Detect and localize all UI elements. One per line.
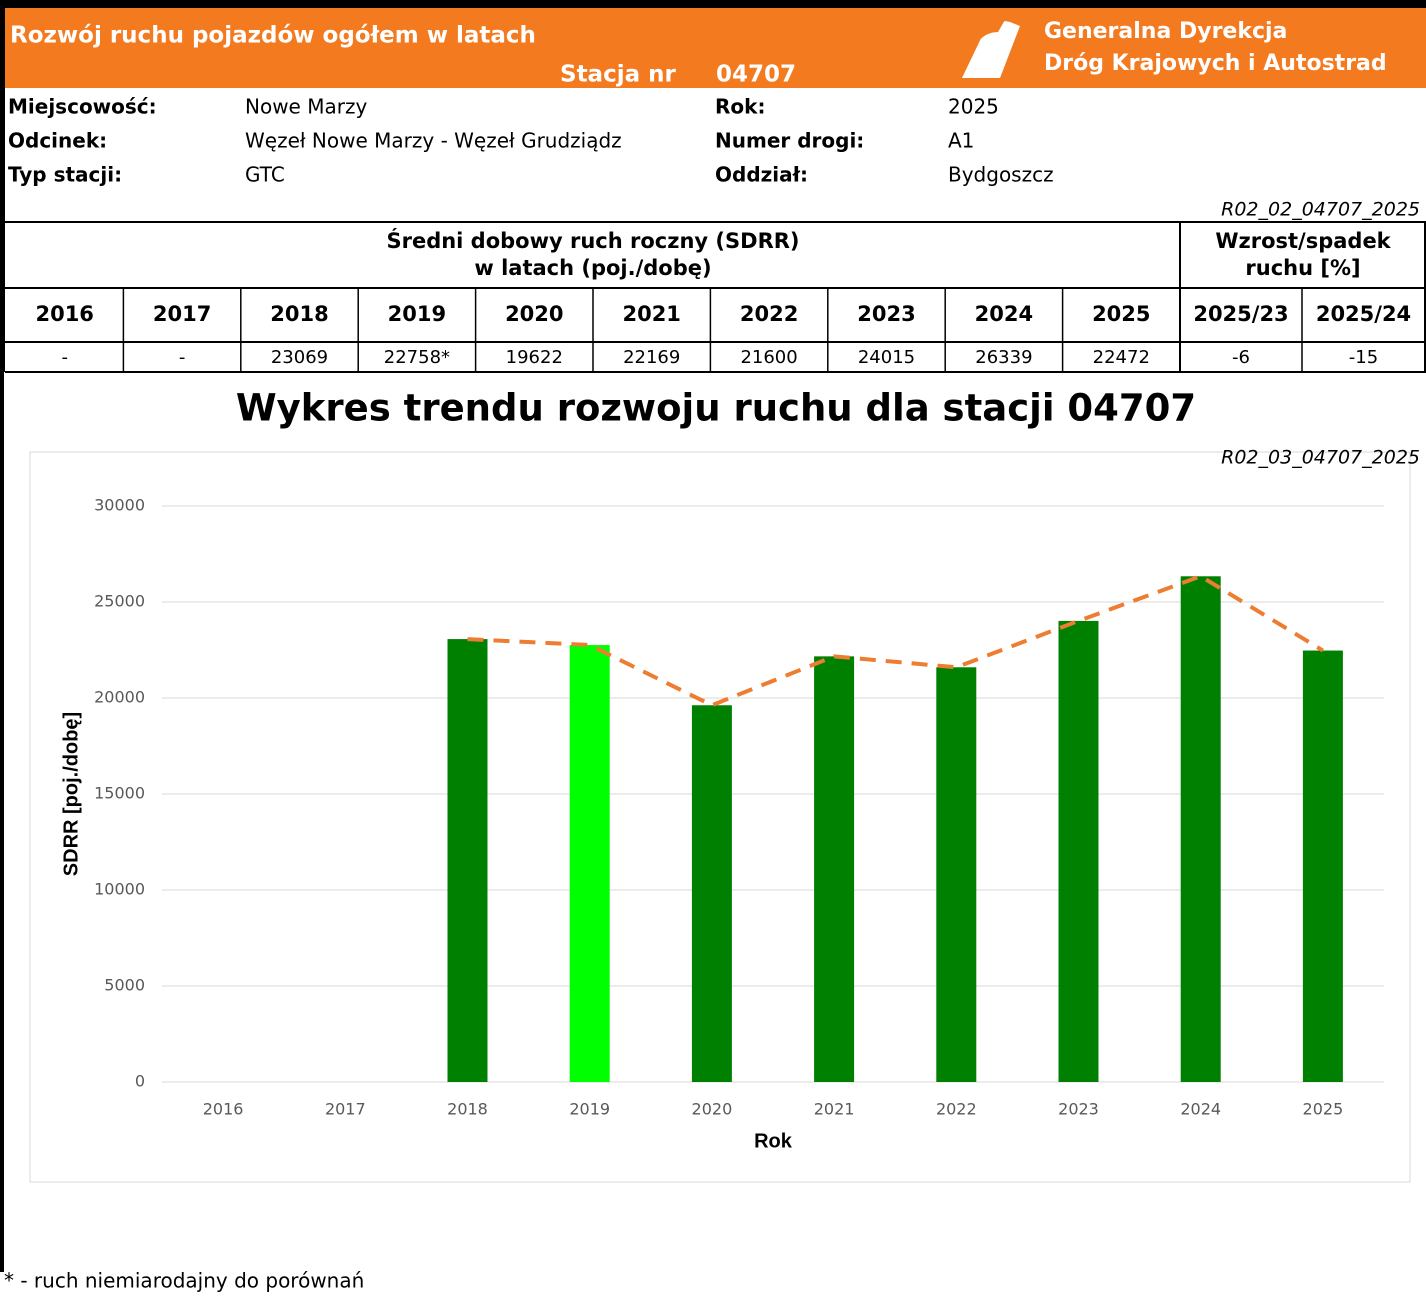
x-tick-label: 2023: [1058, 1100, 1099, 1119]
info-value: Nowe Marzy: [245, 95, 367, 119]
table-cell: 26339: [975, 347, 1032, 368]
info-value: Węzeł Nowe Marzy - Węzeł Grudziądz: [245, 129, 622, 153]
table-cell: 24015: [858, 347, 915, 368]
info-label: Oddział:: [715, 163, 808, 187]
info-label: Odcinek:: [8, 129, 107, 153]
table-group-header: Wzrost/spadek: [1215, 229, 1391, 253]
info-label: Rok:: [715, 95, 765, 119]
info-value: A1: [948, 129, 974, 153]
bar: [569, 645, 610, 1082]
info-label: Numer drogi:: [715, 129, 864, 153]
bar: [814, 656, 855, 1082]
left-border: [0, 0, 5, 372]
x-tick-label: 2020: [692, 1100, 733, 1119]
top-border: [0, 0, 1426, 8]
table-column-header: 2025/24: [1316, 302, 1411, 326]
x-axis-title: Rok: [754, 1130, 793, 1152]
logo: [962, 20, 1020, 78]
x-tick-label: 2018: [447, 1100, 488, 1119]
info-value: GTC: [245, 163, 285, 187]
info-value: Bydgoszcz: [948, 163, 1054, 187]
info-label: Miejscowość:: [8, 95, 157, 119]
bar: [1180, 576, 1221, 1082]
table-column-header: 2020: [505, 302, 563, 326]
bar: [691, 705, 732, 1082]
bar: [1302, 650, 1343, 1082]
y-tick-label: 25000: [94, 592, 145, 611]
table-column-header: 2018: [270, 302, 328, 326]
table-id: R02_02_04707_2025: [1221, 199, 1420, 221]
x-tick-label: 2021: [814, 1100, 855, 1119]
logo-shape: [962, 21, 1020, 78]
org-name: Dróg Krajowych i Autostrad: [1044, 51, 1387, 76]
table-column-header: 2022: [740, 302, 798, 326]
footnote: * - ruch niemiarodajny do porównań: [4, 1269, 364, 1293]
chart-title: Wykres trendu rozwoju ruchu dla stacji 0…: [236, 387, 1196, 430]
table-group-header: w latach (poj./dobę): [474, 256, 711, 280]
bar: [447, 639, 488, 1082]
y-tick-label: 15000: [94, 784, 145, 803]
table-column-header: 2023: [857, 302, 915, 326]
table-column-header: 2017: [153, 302, 211, 326]
x-tick-label: 2016: [203, 1100, 244, 1119]
table-column-header: 2019: [388, 302, 446, 326]
table-column-header: 2024: [975, 302, 1033, 326]
table-group-header: ruchu [%]: [1245, 256, 1360, 280]
station-label: Stacja nr: [560, 62, 676, 88]
x-tick-label: 2017: [325, 1100, 366, 1119]
left-border: [0, 372, 4, 1272]
table-column-header: 2016: [35, 302, 93, 326]
logo-cut: [972, 20, 1005, 44]
y-tick-label: 10000: [94, 880, 145, 899]
table-cell: -: [61, 347, 68, 368]
table-cell: 22472: [1093, 347, 1150, 368]
table-cell: 23069: [271, 347, 328, 368]
header-title: Rozwój ruchu pojazdów ogółem w latach: [10, 23, 536, 49]
x-tick-label: 2019: [569, 1100, 610, 1119]
x-tick-label: 2024: [1180, 1100, 1221, 1119]
y-tick-label: 30000: [94, 496, 145, 515]
x-tick-label: 2025: [1303, 1100, 1344, 1119]
bar: [936, 667, 977, 1082]
org-name: Generalna Dyrekcja: [1044, 19, 1287, 44]
trend-line: [467, 574, 1324, 708]
table-column-header: 2025: [1092, 302, 1150, 326]
table-cell: -15: [1349, 347, 1378, 368]
header-band: [5, 8, 1426, 88]
table-cell: 21600: [740, 347, 797, 368]
bar: [1058, 620, 1099, 1082]
table-cell: 22758*: [384, 347, 450, 368]
table-group-header: Średni dobowy ruch roczny (SDRR): [386, 228, 799, 253]
y-tick-label: 20000: [94, 688, 145, 707]
y-tick-label: 5000: [104, 976, 145, 995]
chart-frame: [29, 451, 1411, 1183]
station-number: 04707: [716, 62, 796, 88]
info-value: 2025: [948, 95, 999, 119]
table-column-header: 2025/23: [1193, 302, 1288, 326]
y-tick-label: 0: [135, 1072, 145, 1091]
chart-id: R02_03_04707_2025: [1221, 447, 1420, 469]
x-tick-label: 2022: [936, 1100, 977, 1119]
info-label: Typ stacji:: [8, 163, 122, 187]
table-cell: -: [179, 347, 186, 368]
table-cell: 22169: [623, 347, 680, 368]
y-axis-title: SDRR [poj./dobę]: [60, 712, 82, 876]
table-column-header: 2021: [622, 302, 680, 326]
table-cell: -6: [1232, 347, 1250, 368]
table-cell: 19622: [506, 347, 563, 368]
